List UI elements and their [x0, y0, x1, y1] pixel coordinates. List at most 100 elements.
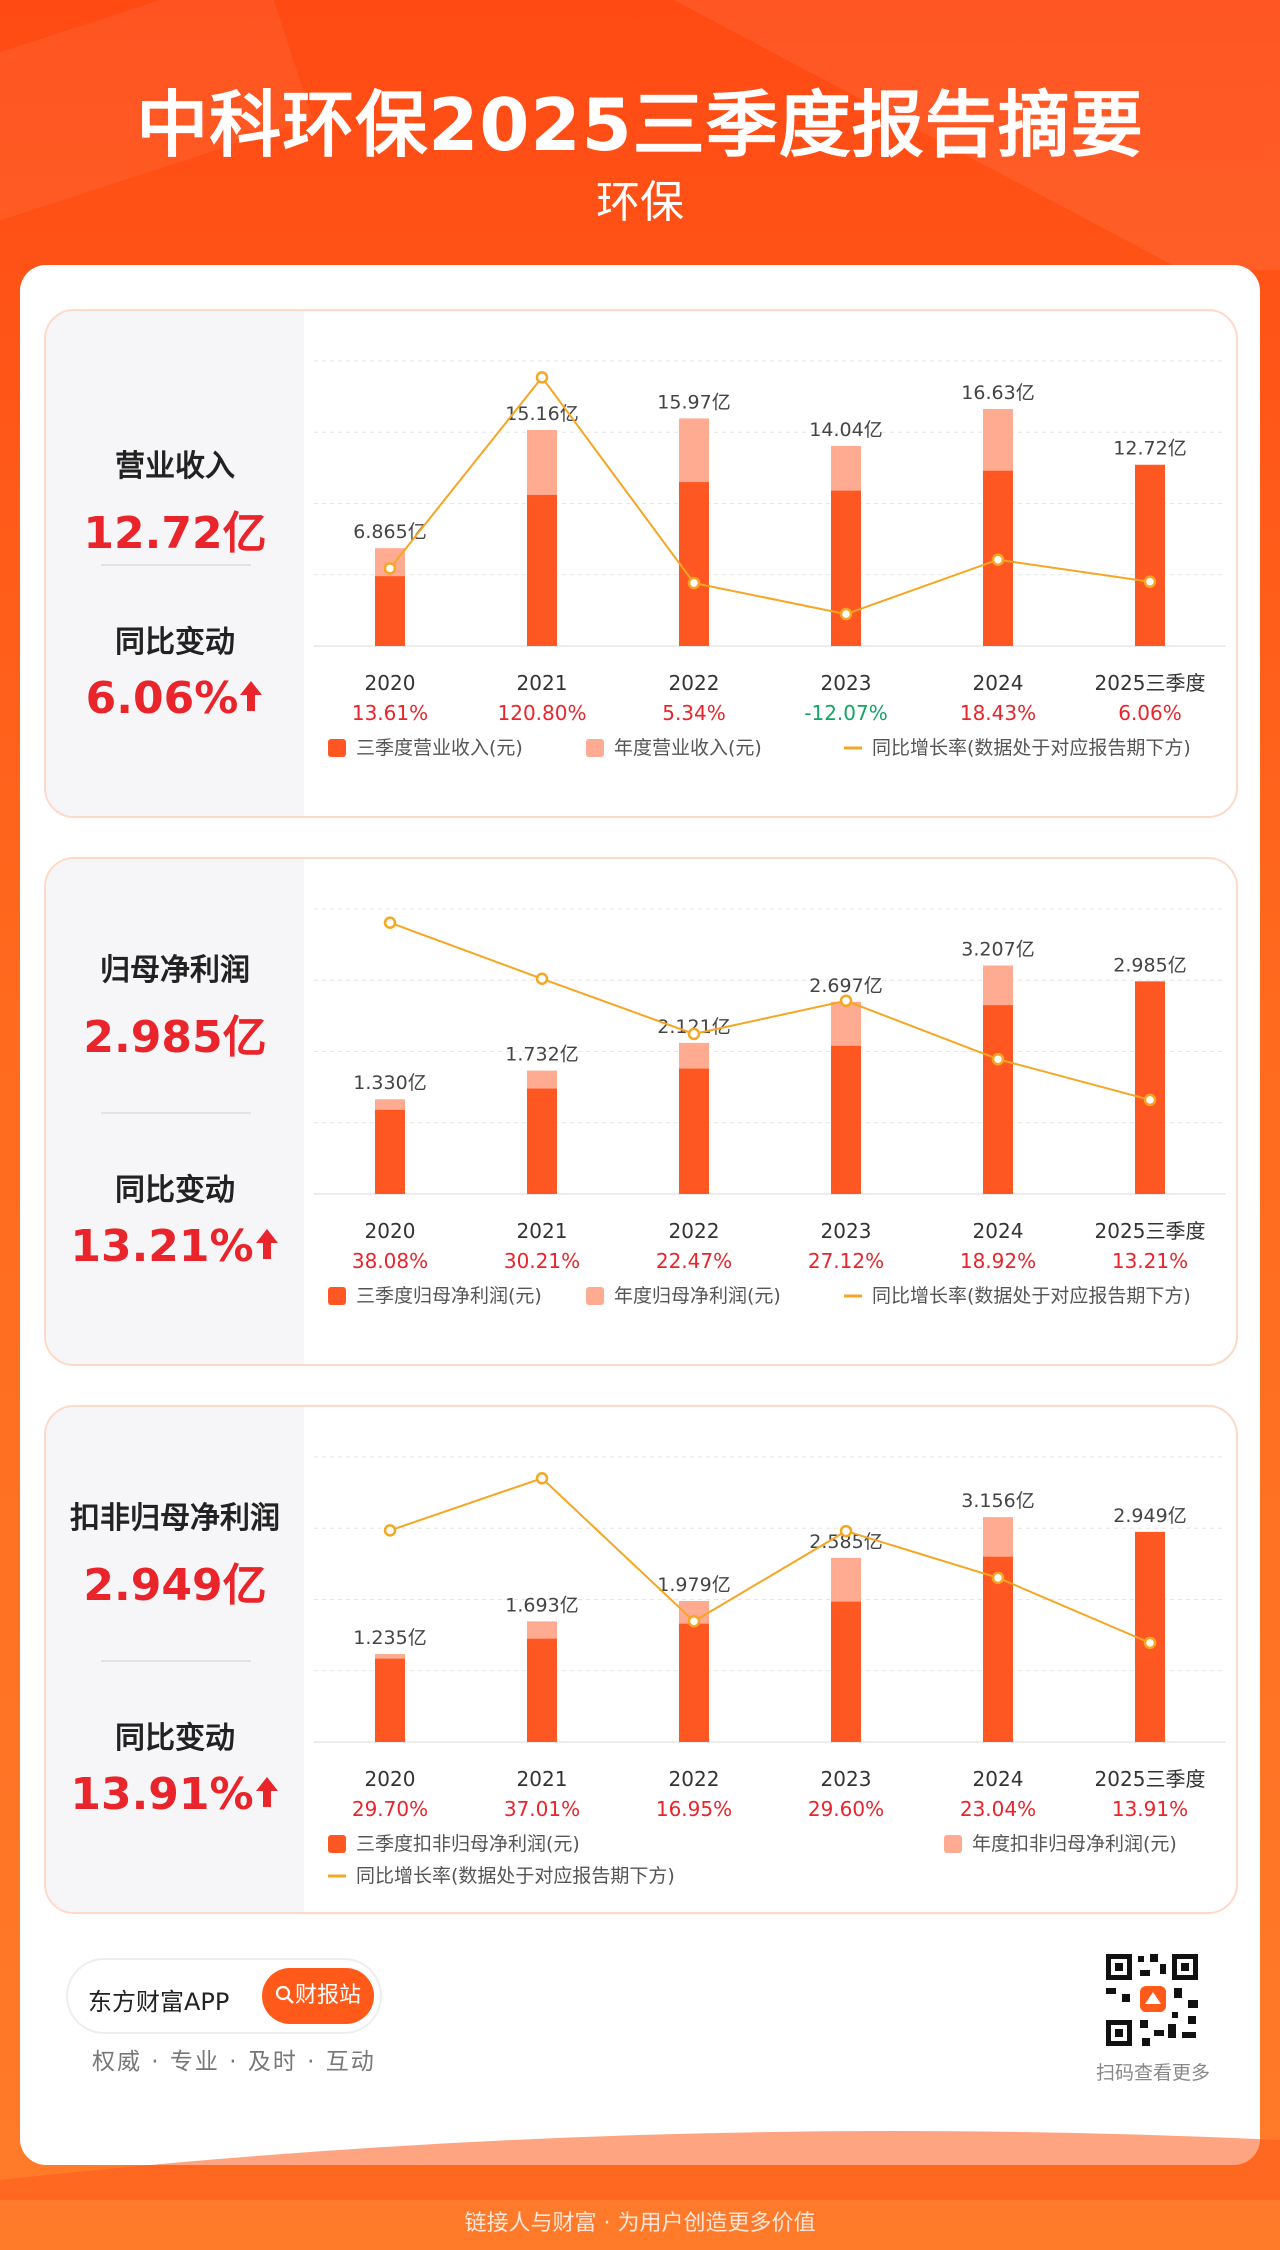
app-search-box[interactable]: 东方财富APP 财报站 [68, 1960, 380, 2032]
quarter-bar [831, 1601, 861, 1742]
page-subtitle: 环保 [596, 177, 684, 228]
legend-swatch [328, 739, 346, 757]
growth-label: 23.04% [960, 1797, 1036, 1821]
quarter-bar [375, 576, 405, 646]
x-tick-label: 2021 [517, 671, 568, 695]
quarter-bar [375, 1109, 405, 1194]
growth-point [383, 1524, 397, 1537]
growth-point [687, 576, 701, 590]
legend-swatch [328, 1287, 346, 1305]
growth-point [687, 1027, 701, 1041]
change-value: 13.21% [46, 1221, 304, 1272]
legend-swatch [328, 1835, 346, 1853]
x-tick-label: 2023 [821, 1219, 872, 1243]
legend-label: 同比增长率(数据处于对应报告期下方) [356, 1865, 675, 1887]
growth-label: -12.07% [804, 701, 887, 725]
quarter-bar [679, 482, 709, 646]
growth-label: 5.34% [662, 701, 726, 725]
bar-value-label: 15.16亿 [505, 403, 578, 425]
growth-label: 38.08% [352, 1249, 428, 1273]
quarter-bar [527, 494, 557, 646]
x-tick-label: 2020 [365, 671, 416, 695]
legend-label: 年度归母净利润(元) [614, 1285, 781, 1307]
metric-label: 营业收入 [115, 449, 235, 484]
legend-label: 三季度扣非归母净利润(元) [356, 1833, 580, 1855]
legend-label: 同比增长率(数据处于对应报告期下方) [872, 1285, 1191, 1307]
x-tick-label: 2024 [973, 1767, 1024, 1791]
up-arrow-icon [255, 1229, 278, 1259]
growth-label: 29.60% [808, 1797, 884, 1821]
legend-swatch [586, 739, 604, 757]
quarter-bar [527, 1088, 557, 1194]
change-label: 同比变动 [115, 1721, 235, 1756]
up-arrow-icon [255, 1777, 278, 1807]
metric-panel [46, 1407, 304, 1912]
bar-value-label: 1.693亿 [505, 1594, 578, 1616]
quarter-bar [831, 1045, 861, 1194]
metric-value: 2.949亿 [83, 1560, 267, 1611]
bar-value-label: 16.63亿 [961, 382, 1034, 404]
bar-value-label: 1.732亿 [505, 1044, 578, 1066]
x-tick-label: 2020 [365, 1219, 416, 1243]
report-station-label: 财报站 [294, 1983, 361, 2008]
report-station-button[interactable]: 财报站 [262, 1968, 374, 2024]
bar-value-label: 12.72亿 [1113, 438, 1186, 460]
divider [101, 1112, 251, 1114]
quarter-bar [831, 490, 861, 646]
x-tick-label: 2021 [517, 1219, 568, 1243]
growth-point [1143, 1093, 1157, 1107]
metric-panel [46, 859, 304, 1364]
x-tick-label: 2024 [973, 1219, 1024, 1243]
growth-point [535, 972, 549, 986]
growth-point [383, 562, 397, 575]
revenue-card: 营业收入 12.72亿 同比变动 6.06% 6.865亿 2020 13.61% 1… [44, 309, 1238, 818]
divider [101, 564, 251, 566]
growth-point [839, 994, 853, 1008]
bar-value-label: 3.207亿 [961, 939, 1034, 961]
growth-point [1143, 1636, 1157, 1650]
app-name: 东方财富APP [88, 1988, 230, 2016]
change-value-text: 13.21% [70, 1221, 254, 1272]
change-value: 6.06% [46, 673, 304, 724]
x-tick-label: 2022 [669, 1219, 720, 1243]
x-tick-label: 2022 [669, 1767, 720, 1791]
net-profit-card: 归母净利润 2.985亿 同比变动 13.21% 1.330亿 2020 38.08… [44, 857, 1238, 1366]
growth-label: 120.80% [498, 701, 587, 725]
bar-value-label: 2.985亿 [1113, 954, 1186, 976]
growth-label: 27.12% [808, 1249, 884, 1273]
bar-value-label: 2.121亿 [657, 1016, 730, 1038]
change-label: 同比变动 [115, 625, 235, 660]
bar-value-label: 6.865亿 [353, 521, 426, 543]
growth-label: 18.92% [960, 1249, 1036, 1273]
metric-panel [46, 311, 304, 816]
up-arrow-icon [240, 681, 263, 711]
x-tick-label: 2023 [821, 1767, 872, 1791]
footer-wave [0, 2131, 1280, 2200]
change-value: 13.91% [46, 1769, 304, 1820]
growth-label: 22.47% [656, 1249, 732, 1273]
growth-label: 13.91% [1112, 1797, 1188, 1821]
search-icon [275, 1985, 294, 2004]
quarter-bar [527, 1638, 557, 1742]
bottom-tagline: 链接人与财富 · 为用户创造更多价值 [464, 2211, 816, 2236]
content-panel: 营业收入 12.72亿 同比变动 6.06% 6.865亿 2020 13.61% 1… [20, 265, 1260, 2165]
bar-value-label: 1.979亿 [657, 1574, 730, 1596]
metric-value: 2.985亿 [83, 1012, 267, 1063]
net-profit-chart: 1.330亿 2020 38.08% 1.732亿 2021 30.21% 2.121亿 20… [314, 908, 1226, 1307]
growth-point [839, 1524, 853, 1538]
growth-point [687, 1614, 701, 1628]
x-tick-label: 2022 [669, 671, 720, 695]
page-title: 中科环保2025三季度报告摘要 [136, 83, 1144, 167]
growth-point [991, 1571, 1005, 1585]
x-tick-label: 2024 [973, 671, 1024, 695]
change-label: 同比变动 [115, 1173, 235, 1208]
quarter-bar [983, 1005, 1013, 1194]
growth-label: 6.06% [1118, 701, 1182, 725]
quarter-bar [679, 1623, 709, 1742]
legend-swatch [586, 1287, 604, 1305]
growth-point [535, 1472, 549, 1485]
quarter-bar [1135, 981, 1165, 1194]
metric-value: 12.72亿 [83, 508, 267, 559]
qr-caption: 扫码查看更多 [1096, 2062, 1211, 2084]
qr-code[interactable] [1102, 1950, 1202, 2050]
